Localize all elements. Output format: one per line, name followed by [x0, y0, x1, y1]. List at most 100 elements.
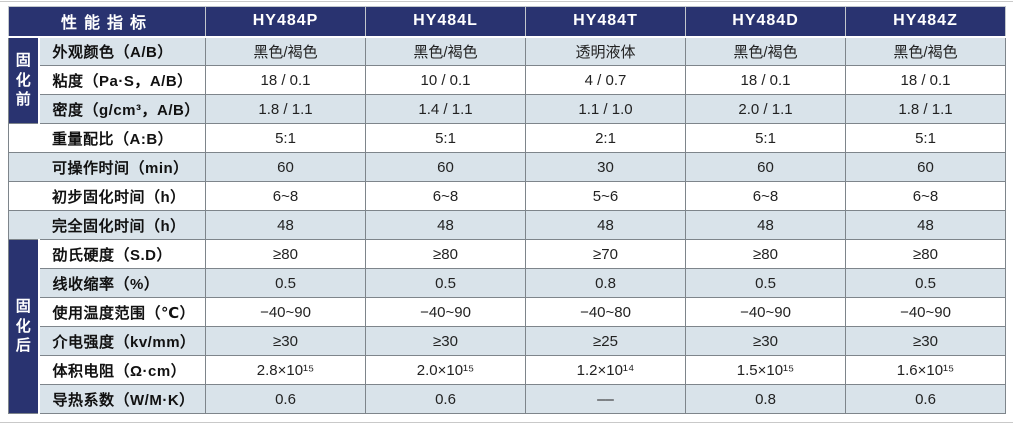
property-label: 密度（g/cm³，A/B） [37, 94, 207, 124]
table-row: 使用温度范围（℃） −40~90 −40~90 −40~80 −40~90 −4… [9, 297, 1007, 327]
value-cell: 1.6×10¹⁵ [845, 355, 1007, 385]
value-cell: −40~90 [365, 297, 527, 327]
value-cell: 0.8 [685, 384, 847, 414]
value-cell: 48 [205, 210, 367, 240]
value-cell: 48 [365, 210, 527, 240]
value-cell: 6~8 [205, 181, 367, 211]
column-header-hy484p: HY484P [205, 6, 367, 38]
value-cell: 60 [685, 152, 847, 182]
table-row: 可操作时间（min） 60 60 30 60 60 [7, 152, 1007, 182]
value-cell: 60 [365, 152, 527, 182]
property-label: 初步固化时间（h） [7, 181, 207, 211]
value-cell: 1.4 / 1.1 [365, 94, 527, 124]
value-cell: 黑色/褐色 [685, 36, 847, 66]
property-label: 使用温度范围（℃） [37, 297, 207, 327]
table-row: 重量配比（A:B） 5:1 5:1 2:1 5:1 5:1 [7, 123, 1007, 153]
value-cell: 1.8 / 1.1 [845, 94, 1007, 124]
value-cell: 6~8 [365, 181, 527, 211]
page-top-border [0, 1, 1013, 2]
value-cell: 5:1 [845, 123, 1007, 153]
value-cell: ≥30 [685, 326, 847, 356]
value-cell: −40~90 [845, 297, 1007, 327]
value-cell: 0.5 [685, 268, 847, 298]
value-cell: 5:1 [205, 123, 367, 153]
value-cell: 4 / 0.7 [525, 65, 687, 95]
value-cell: −40~90 [205, 297, 367, 327]
value-cell: 0.6 [845, 384, 1007, 414]
table-row: 固化前 外观颜色（A/B） 黑色/褐色 黑色/褐色 透明液体 黑色/褐色 黑色/… [8, 36, 1007, 124]
property-label: 粘度（Pa·S，A/B） [37, 65, 207, 95]
property-label: 体积电阻（Ω·cm） [37, 355, 207, 385]
property-label: 劭氏硬度（S.D） [37, 239, 207, 269]
row-group-label-pre-cure: 固化前 [8, 36, 40, 124]
column-header-index: 性能指标 [7, 6, 207, 38]
value-cell: 黑色/褐色 [845, 36, 1007, 66]
value-cell: 5:1 [365, 123, 527, 153]
value-cell: –– [525, 384, 687, 414]
value-cell: 48 [525, 210, 687, 240]
value-cell: ≥80 [205, 239, 367, 269]
value-cell: 2:1 [525, 123, 687, 153]
table-row: 粘度（Pa·S，A/B） 18 / 0.1 10 / 0.1 4 / 0.7 1… [9, 65, 1007, 95]
value-cell: 1.8 / 1.1 [205, 94, 367, 124]
table-row: 完全固化时间（h） 48 48 48 48 48 [7, 210, 1007, 240]
value-cell: 18 / 0.1 [685, 65, 847, 95]
column-header-hy484l: HY484L [365, 6, 527, 38]
value-cell: 6~8 [845, 181, 1007, 211]
value-cell: 黑色/褐色 [205, 36, 367, 66]
table-row: 固化后 劭氏硬度（S.D） ≥80 ≥80 ≥70 ≥80 ≥80 [8, 239, 1007, 414]
property-label: 完全固化时间（h） [7, 210, 207, 240]
page-bottom-border [0, 422, 1013, 423]
value-cell: 1.1 / 1.0 [525, 94, 687, 124]
table-row: 初步固化时间（h） 6~8 6~8 5~6 6~8 6~8 [7, 181, 1007, 211]
value-cell: 2.0 / 1.1 [685, 94, 847, 124]
table-row: 线收缩率（%） 0.5 0.5 0.8 0.5 0.5 [9, 268, 1007, 298]
property-label: 外观颜色（A/B） [37, 36, 207, 66]
value-cell: ≥30 [845, 326, 1007, 356]
value-cell: 1.5×10¹⁵ [685, 355, 847, 385]
value-cell: 1.2×10¹⁴ [525, 355, 687, 385]
table-row: 密度（g/cm³，A/B） 1.8 / 1.1 1.4 / 1.1 1.1 / … [9, 94, 1007, 124]
value-cell: ≥30 [365, 326, 527, 356]
value-cell: 0.5 [365, 268, 527, 298]
value-cell: ≥80 [845, 239, 1007, 269]
value-cell: 18 / 0.1 [205, 65, 367, 95]
value-cell: 5~6 [525, 181, 687, 211]
value-cell: 0.6 [205, 384, 367, 414]
table-row: 体积电阻（Ω·cm） 2.8×10¹⁵ 2.0×10¹⁵ 1.2×10¹⁴ 1.… [9, 355, 1007, 385]
value-cell: 2.0×10¹⁵ [365, 355, 527, 385]
value-cell: 10 / 0.1 [365, 65, 527, 95]
value-cell: 0.8 [525, 268, 687, 298]
column-header-hy484d: HY484D [685, 6, 847, 38]
value-cell: −40~80 [525, 297, 687, 327]
value-cell: 黑色/褐色 [365, 36, 527, 66]
value-cell: 60 [205, 152, 367, 182]
table-row: 导热系数（W/M·K） 0.6 0.6 –– 0.8 0.6 [9, 384, 1007, 414]
header-row: 性能指标 HY484P HY484L HY484T HY484D HY484Z [7, 6, 1007, 38]
value-cell: 60 [845, 152, 1007, 182]
value-cell: 5:1 [685, 123, 847, 153]
value-cell: ≥30 [205, 326, 367, 356]
value-cell: 30 [525, 152, 687, 182]
value-cell: ≥25 [525, 326, 687, 356]
table-row: 介电强度（kv/mm） ≥30 ≥30 ≥25 ≥30 ≥30 [9, 326, 1007, 356]
value-cell: 0.5 [845, 268, 1007, 298]
property-label: 导热系数（W/M·K） [37, 384, 207, 414]
value-cell: 2.8×10¹⁵ [205, 355, 367, 385]
property-label: 介电强度（kv/mm） [37, 326, 207, 356]
row-group-label-post-cure: 固化后 [8, 239, 40, 414]
column-header-hy484z: HY484Z [845, 6, 1007, 38]
value-cell: 6~8 [685, 181, 847, 211]
value-cell: 透明液体 [525, 36, 687, 66]
value-cell: 18 / 0.1 [845, 65, 1007, 95]
value-cell: 48 [685, 210, 847, 240]
value-cell: ≥70 [525, 239, 687, 269]
column-header-hy484t: HY484T [525, 6, 687, 38]
value-cell: 48 [845, 210, 1007, 240]
property-label: 可操作时间（min） [7, 152, 207, 182]
property-label: 线收缩率（%） [37, 268, 207, 298]
spec-table: 性能指标 HY484P HY484L HY484T HY484D HY484Z … [7, 6, 1007, 414]
group-label-text: 固化前 [15, 52, 31, 108]
value-cell: ≥80 [685, 239, 847, 269]
value-cell: ≥80 [365, 239, 527, 269]
